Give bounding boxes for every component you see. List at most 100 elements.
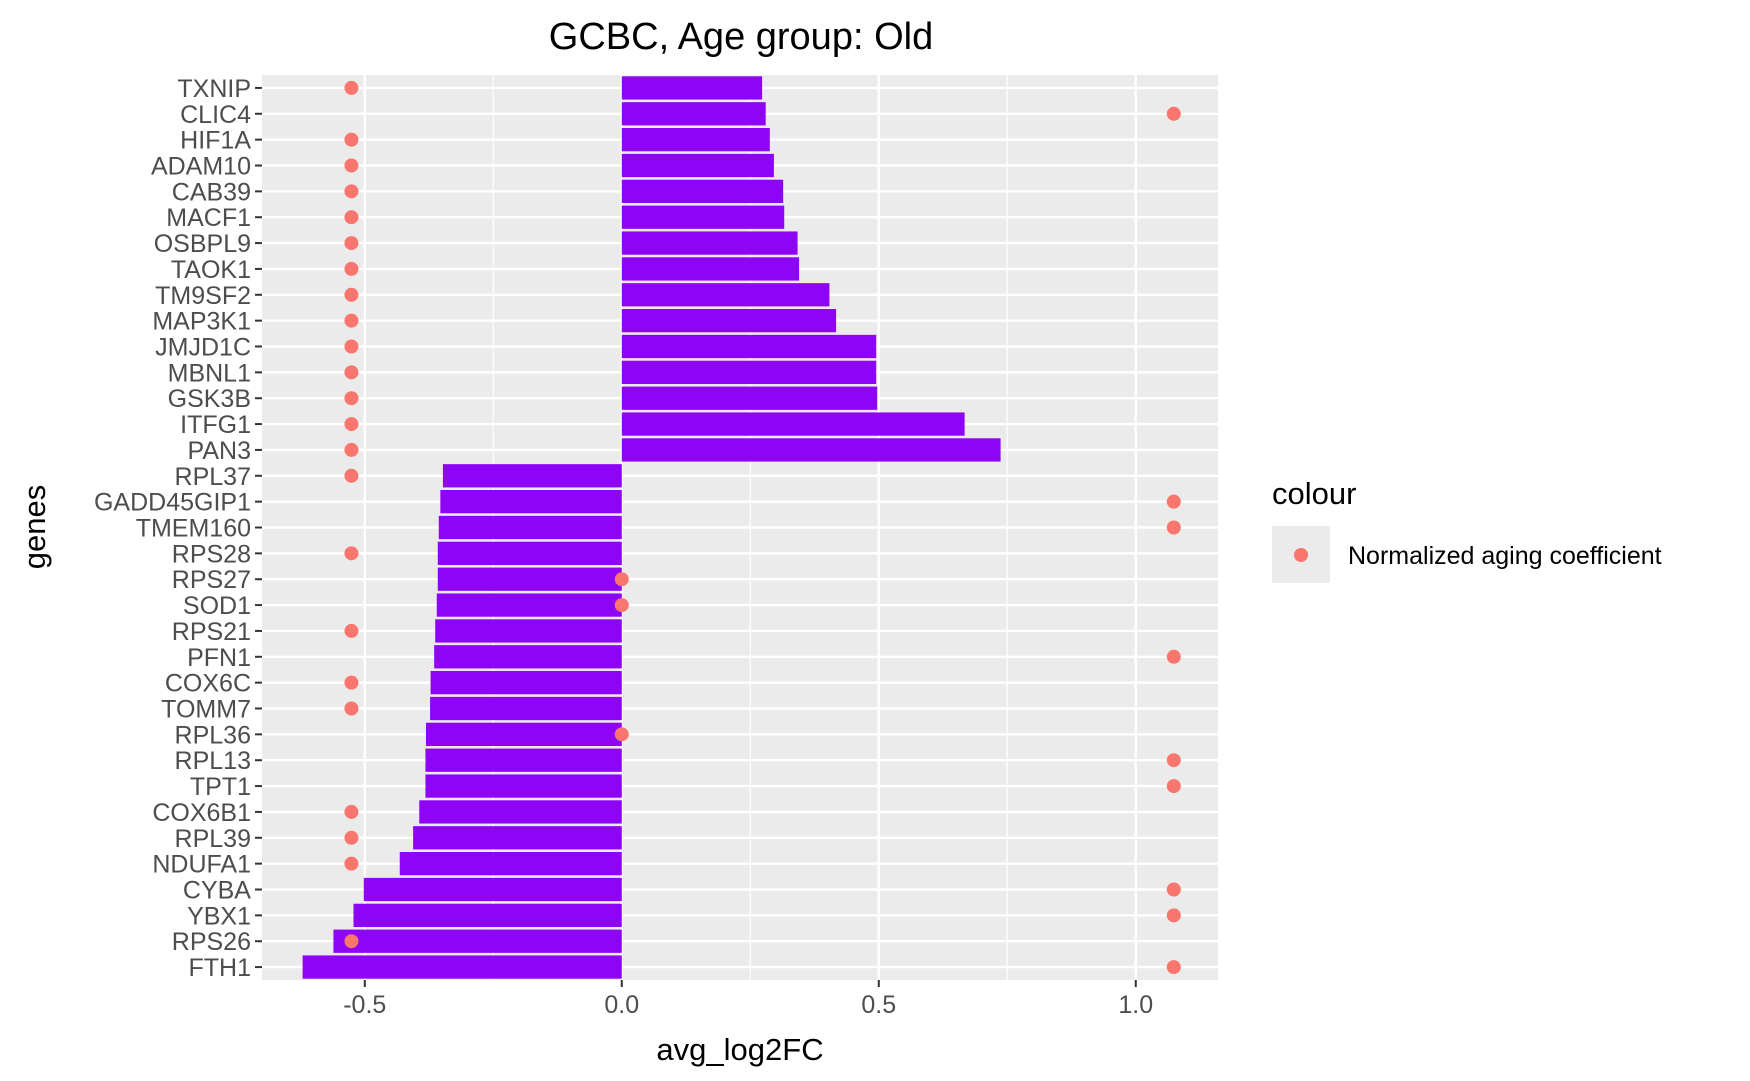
y-tick-label: TAOK1 — [171, 256, 251, 284]
y-tick-label: TOMM7 — [161, 696, 251, 724]
legend-title: colour — [1272, 476, 1356, 511]
bar — [430, 671, 622, 695]
bar — [425, 748, 622, 772]
bar — [621, 412, 965, 436]
bar — [399, 852, 622, 876]
bar — [621, 309, 837, 333]
bar — [621, 102, 766, 126]
y-tick-label: RPS26 — [172, 928, 251, 956]
y-tick-label: FTH1 — [189, 954, 252, 982]
y-tick-label: PAN3 — [188, 437, 251, 465]
y-tick-label: RPS27 — [172, 566, 251, 594]
bar — [621, 205, 785, 229]
point — [344, 184, 359, 199]
y-tick-label: CAB39 — [172, 178, 251, 206]
bar — [435, 619, 622, 643]
y-tick-label: MACF1 — [166, 204, 251, 232]
y-tick-label: SOD1 — [183, 592, 251, 620]
bar — [621, 386, 878, 410]
legend-label: Normalized aging coefficient — [1348, 542, 1662, 570]
point — [344, 546, 359, 561]
point — [344, 236, 359, 251]
y-tick-label: CYBA — [183, 877, 251, 905]
bar — [437, 541, 622, 565]
bar — [353, 903, 622, 927]
y-tick-label: GSK3B — [168, 385, 251, 413]
point — [344, 417, 359, 432]
bar — [436, 593, 622, 617]
chart-title: GCBC, Age group: Old — [549, 16, 933, 58]
point — [344, 261, 359, 276]
x-tick-label: 0.5 — [861, 991, 896, 1019]
bar — [440, 490, 622, 514]
point — [344, 623, 359, 638]
y-tick-label: COX6C — [165, 670, 251, 698]
bar — [621, 438, 1001, 462]
bars — [302, 76, 1001, 979]
x-axis: -0.5 0.0 0.5 1.0 — [343, 980, 1153, 1019]
bar — [621, 283, 830, 307]
bar — [333, 929, 622, 953]
bar — [302, 955, 622, 979]
y-tick-label: TPT1 — [190, 773, 251, 801]
point — [614, 572, 629, 587]
bar — [438, 515, 622, 540]
y-tick-label: YBX1 — [187, 902, 251, 930]
point — [344, 442, 359, 457]
bar — [430, 696, 622, 721]
y-tick-label: COX6B1 — [152, 799, 251, 827]
y-tick-label: TM9SF2 — [155, 282, 251, 310]
y-tick-label: ADAM10 — [151, 153, 251, 181]
point — [344, 934, 359, 949]
point — [344, 391, 359, 406]
y-tick-label: HIF1A — [180, 127, 251, 155]
bar — [363, 877, 622, 902]
point — [344, 701, 359, 716]
bar — [621, 231, 798, 255]
bar — [621, 128, 770, 152]
bar — [621, 257, 800, 281]
bar — [419, 800, 622, 824]
bar — [413, 826, 622, 850]
bar — [621, 360, 877, 384]
bar — [425, 774, 622, 798]
point — [344, 158, 359, 173]
bar — [442, 464, 622, 488]
y-tick-label: PFN1 — [187, 644, 251, 672]
point — [614, 598, 629, 613]
point — [344, 804, 359, 819]
point — [344, 830, 359, 845]
point — [1166, 960, 1181, 975]
point — [1166, 649, 1181, 664]
bar — [621, 334, 877, 359]
y-tick-label: RPL13 — [175, 747, 251, 775]
point — [1166, 520, 1181, 535]
bar — [434, 645, 622, 669]
y-axis: TXNIPCLIC4HIF1AADAM10CAB39MACF1OSBPL9TAO… — [94, 75, 262, 982]
y-axis-title: genes — [17, 485, 52, 569]
y-tick-label: TXNIP — [177, 75, 251, 103]
y-tick-label: MBNL1 — [168, 359, 251, 387]
point — [1166, 882, 1181, 897]
y-tick-label: RPS28 — [172, 540, 251, 568]
point — [344, 365, 359, 380]
point — [1166, 106, 1181, 121]
y-tick-label: RPL37 — [175, 463, 251, 491]
point — [614, 727, 629, 742]
y-tick-label: JMJD1C — [155, 334, 251, 362]
point — [344, 468, 359, 483]
y-tick-label: TMEM160 — [136, 515, 251, 543]
point — [1166, 753, 1181, 768]
point — [344, 313, 359, 328]
bar — [425, 722, 622, 746]
y-tick-label: RPS21 — [172, 618, 251, 646]
point — [1166, 494, 1181, 509]
y-tick-label: MAP3K1 — [152, 308, 251, 336]
bar — [621, 153, 774, 178]
point — [1166, 908, 1181, 923]
bar — [621, 179, 784, 203]
legend-point — [1294, 548, 1308, 562]
point — [344, 80, 359, 95]
point — [344, 287, 359, 302]
